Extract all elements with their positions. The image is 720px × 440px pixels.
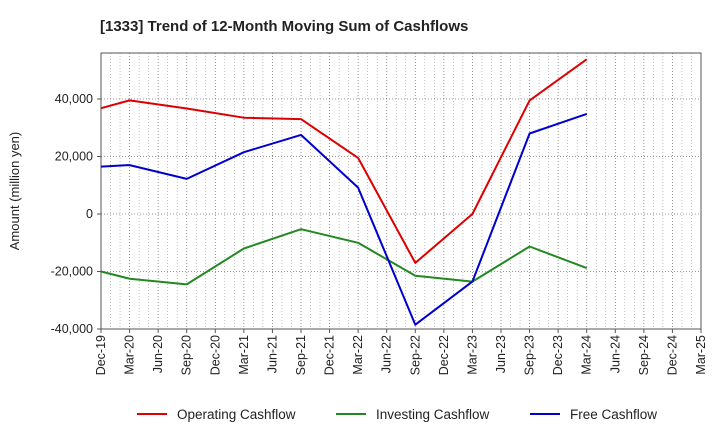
x-tick-label: Sep-20 <box>180 335 194 375</box>
x-tick-label: Mar-25 <box>694 335 708 375</box>
x-tick-label: Dec-22 <box>437 335 451 375</box>
x-tick-label: Sep-21 <box>294 335 308 375</box>
series-line-operating-cashflow <box>100 58 588 264</box>
x-tick-label: Jun-23 <box>494 335 508 373</box>
legend-label: Free Cashflow <box>570 407 657 422</box>
chart-title: [1333] Trend of 12-Month Moving Sum of C… <box>100 18 468 35</box>
y-tick-label: -20,000 <box>51 265 93 279</box>
x-tick-label: Sep-24 <box>637 335 651 375</box>
x-tick-label: Mar-23 <box>465 335 479 375</box>
y-tick-label: -40,000 <box>51 322 93 336</box>
x-tick-label: Dec-20 <box>208 335 222 375</box>
legend-label: Operating Cashflow <box>177 407 296 422</box>
x-tick-label: Jun-21 <box>265 335 279 373</box>
x-tick-label: Sep-22 <box>408 335 422 375</box>
y-tick-label: 20,000 <box>55 150 93 164</box>
x-tick-label: Mar-20 <box>123 335 137 375</box>
x-tick-label: Jun-24 <box>608 335 622 373</box>
legend-label: Investing Cashflow <box>376 407 490 422</box>
y-axis-label: Amount (million yen) <box>7 132 22 251</box>
plot-area: -40,000 -20,000 0 20,000 40,000 Dec-19 Mar-20 J… <box>51 52 708 375</box>
x-tick-label: Jun-22 <box>380 335 394 373</box>
y-tick-label: 40,000 <box>55 92 93 106</box>
plot-frame <box>100 52 702 330</box>
x-tick-label: Dec-24 <box>665 335 679 375</box>
legend: Operating Cashflow Investing Cashflow Free… <box>137 407 657 422</box>
y-tick-label: 0 <box>86 207 93 221</box>
series-line-investing-cashflow <box>100 228 588 286</box>
x-tick-label: Mar-24 <box>580 335 594 375</box>
x-tick-label: Dec-21 <box>323 335 337 375</box>
x-tick-label: Sep-23 <box>523 335 537 375</box>
x-tick-label: Jun-20 <box>151 335 165 373</box>
x-tick-label: Mar-21 <box>237 335 251 375</box>
series-line-free-cashflow <box>100 112 588 326</box>
x-tick-label: Dec-19 <box>94 335 108 375</box>
x-tick-label: Dec-23 <box>551 335 565 375</box>
x-tick-label: Mar-22 <box>351 335 365 375</box>
